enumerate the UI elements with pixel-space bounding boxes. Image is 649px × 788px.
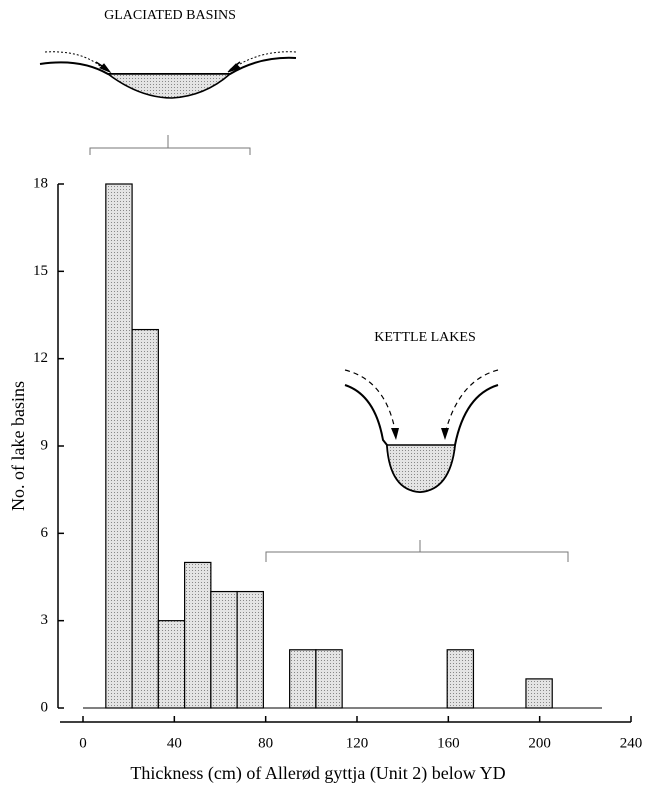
bar <box>211 592 237 708</box>
y-tick-label: 6 <box>41 525 49 541</box>
x-tick-label: 120 <box>346 735 369 751</box>
glaciated-basin-diagram <box>40 52 296 98</box>
glaciated-bracket <box>90 135 250 155</box>
chart: GLACIATED BASINS KETTLE LAKES Thickness … <box>0 0 649 788</box>
bar <box>158 621 184 708</box>
y-tick-label: 15 <box>33 263 48 279</box>
x-tick-label: 160 <box>437 735 460 751</box>
y-tick-label: 9 <box>41 437 49 453</box>
kettle-lake-diagram <box>345 370 498 492</box>
bar <box>316 650 342 708</box>
y-axis-label: No. of lake basins <box>8 381 28 511</box>
x-tick-label: 80 <box>258 735 273 751</box>
x-axis-label: Thickness (cm) of Allerød gyttja (Unit 2… <box>130 763 505 784</box>
bar <box>106 184 132 708</box>
y-tick-label: 0 <box>41 699 49 715</box>
bar <box>132 330 158 708</box>
bar <box>185 562 211 708</box>
x-tick-label: 200 <box>528 735 551 751</box>
bar <box>526 679 552 708</box>
bar <box>237 592 263 708</box>
bar <box>290 650 316 708</box>
x-tick-label: 0 <box>79 735 87 751</box>
kettle-label: KETTLE LAKES <box>374 330 475 345</box>
bar <box>447 650 473 708</box>
x-tick-label: 240 <box>620 735 643 751</box>
y-tick-label: 18 <box>33 175 48 191</box>
x-tick-label: 40 <box>167 735 182 751</box>
glaciated-label: GLACIATED BASINS <box>104 8 236 23</box>
y-tick-label: 3 <box>41 612 49 628</box>
kettle-bracket <box>266 540 568 562</box>
y-tick-label: 12 <box>33 350 48 366</box>
